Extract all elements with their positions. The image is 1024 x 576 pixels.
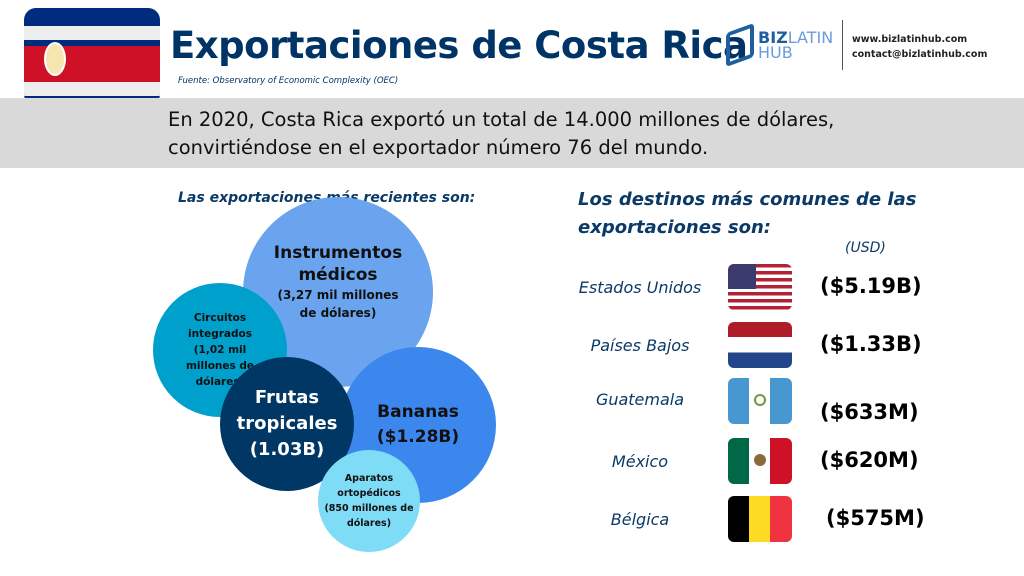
- unit-label: (USD): [845, 240, 886, 256]
- source-note: Fuente: Observatory of Economic Complexi…: [178, 76, 399, 86]
- destination-row: Bélgica ($575M): [560, 496, 960, 546]
- bubble-title: Bananas: [377, 402, 459, 422]
- heading-line: exportaciones son:: [578, 217, 771, 238]
- bubble-value: (3,27 mil millones de dólares): [277, 288, 399, 320]
- belgium-flag-icon: [728, 496, 792, 542]
- destination-row: Guatemala ($633M): [560, 378, 960, 428]
- bubble-aparatos-ortopedicos: Aparatos ortopédicos (850 millones de dó…: [318, 450, 420, 552]
- export-value: ($1.33B): [820, 332, 922, 356]
- country-name: México: [611, 452, 669, 471]
- bubble-value: (1,02 mil millones de dólares): [185, 344, 255, 388]
- page-title: Exportaciones de Costa Rica: [170, 24, 748, 67]
- export-value: ($575M): [826, 506, 925, 530]
- export-value: ($620M): [820, 448, 919, 472]
- bubble-value: (850 millones de dólares): [324, 503, 414, 529]
- summary-line: En 2020, Costa Rica exportó un total de …: [168, 108, 835, 131]
- logo-mark-icon: [726, 22, 754, 68]
- contact-info: www.bizlatinhub.com contact@bizlatinhub.…: [852, 32, 987, 62]
- divider: [842, 20, 843, 70]
- country-name: Países Bajos: [590, 336, 690, 355]
- heading-line: Los destinos más comunes de las: [578, 189, 917, 210]
- website-link[interactable]: www.bizlatinhub.com: [852, 34, 968, 45]
- bubble-title: Frutas tropicales: [236, 387, 338, 434]
- destinations-heading: Los destinos más comunes de las exportac…: [578, 186, 916, 242]
- destination-row: Estados Unidos ($5.19B): [560, 264, 960, 314]
- bubble-title: Circuitos integrados: [188, 312, 252, 340]
- bubble-title: Aparatos ortopédicos: [337, 473, 401, 499]
- summary-text: En 2020, Costa Rica exportó un total de …: [168, 106, 834, 162]
- country-name: Guatemala: [595, 390, 685, 409]
- destination-row: México ($620M): [560, 438, 960, 488]
- summary-band: [0, 98, 1024, 168]
- guatemala-flag-icon: [728, 378, 792, 424]
- export-value: ($633M): [820, 400, 919, 424]
- bubble-value: (1.03B): [249, 439, 325, 460]
- export-value: ($5.19B): [820, 274, 922, 298]
- email-link[interactable]: contact@bizlatinhub.com: [852, 49, 988, 60]
- summary-line: convirtiéndose en el exportador número 7…: [168, 136, 709, 159]
- bubble-circuitos-integrados: Circuitos integrados (1,02 mil millones …: [153, 283, 287, 417]
- usa-flag-icon: [728, 264, 792, 310]
- netherlands-flag-icon: [728, 322, 792, 368]
- bubble-value: ($1.28B): [376, 427, 460, 447]
- bizlatinhub-logo: BIZLATIN HUB: [726, 22, 833, 68]
- country-name: Estados Unidos: [578, 278, 702, 297]
- mexico-flag-icon: [728, 438, 792, 484]
- country-name: Bélgica: [610, 510, 670, 529]
- costa-rica-flag-icon: [24, 8, 160, 106]
- bubble-title: Instrumentos médicos: [273, 243, 403, 285]
- destination-row: Países Bajos ($1.33B): [560, 322, 960, 372]
